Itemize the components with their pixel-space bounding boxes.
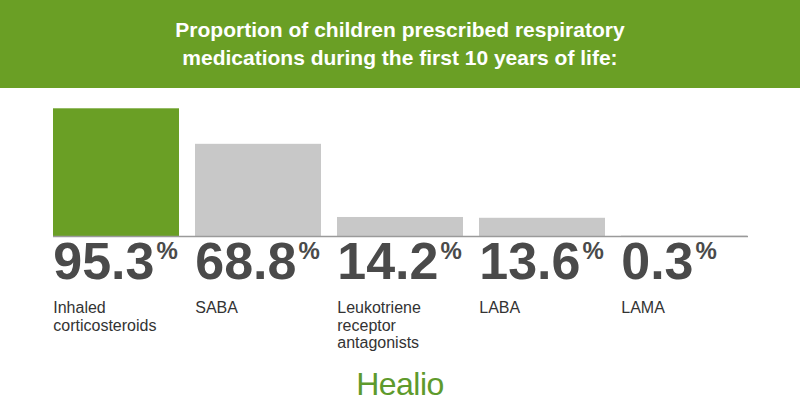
- svg-text:13.6%: 13.6%: [479, 232, 604, 290]
- svg-text:LABA: LABA: [479, 299, 520, 316]
- html-text:Proportion of children prescri: Proportion of children prescribed respir…: [175, 18, 625, 69]
- svg-text:Inhaledcorticosteroids: Inhaledcorticosteroids: [53, 299, 156, 334]
- svg-text:95.3%: 95.3%: [53, 232, 178, 290]
- svg-text:14.2%: 14.2%: [337, 232, 462, 290]
- svg-text:LAMA: LAMA: [621, 299, 665, 316]
- svg-text:SABA: SABA: [195, 299, 238, 316]
- html-text:Healio: Healio: [356, 366, 444, 402]
- svg-text:Leukotrienereceptorantagonists: Leukotrienereceptorantagonists: [337, 299, 421, 351]
- svg-text:68.8%: 68.8%: [195, 232, 320, 290]
- svg-text:0.3%: 0.3%: [621, 232, 717, 290]
